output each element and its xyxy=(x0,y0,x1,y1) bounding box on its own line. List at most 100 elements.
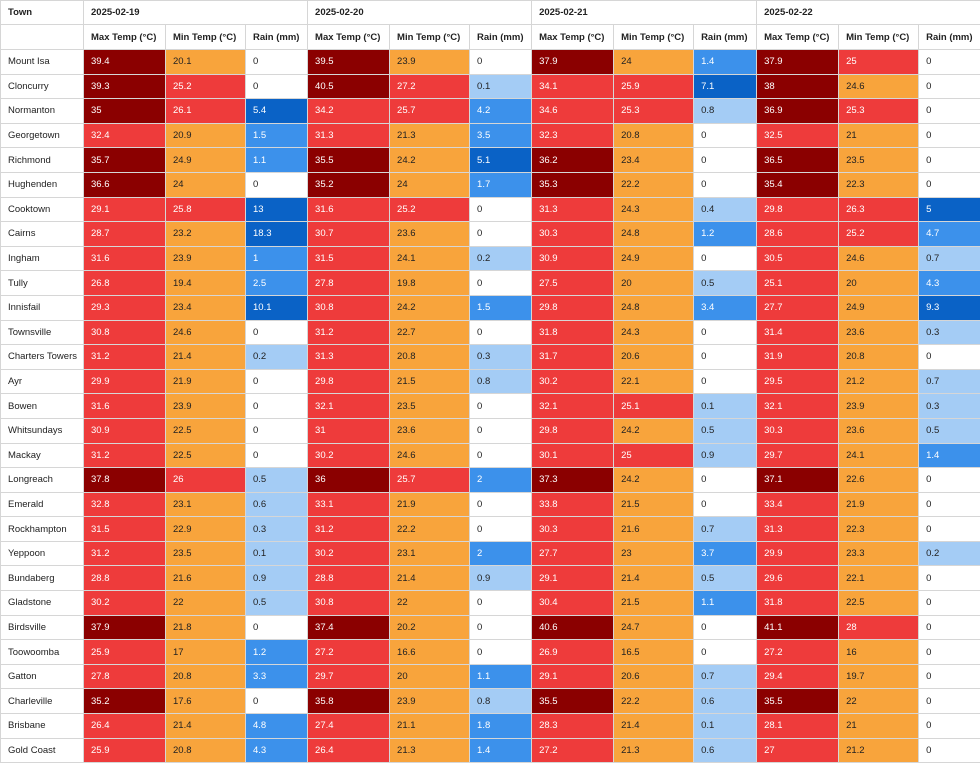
max-temp-cell: 36.5 xyxy=(756,147,840,173)
min-temp-cell: 24.9 xyxy=(165,147,246,173)
max-temp-cell: 31.2 xyxy=(83,442,166,469)
min-temp-cell: 24 xyxy=(613,49,695,75)
min-temp-cell: 26.1 xyxy=(165,98,246,124)
max-temp-cell: 27.5 xyxy=(531,270,615,296)
rain-header: Rain (mm) xyxy=(918,24,980,50)
rain-cell: 1.1 xyxy=(244,147,309,173)
max-temp-cell: 35.2 xyxy=(307,171,391,198)
min-temp-cell: 22.5 xyxy=(838,590,920,616)
rain-cell: 3.4 xyxy=(693,294,758,321)
min-temp-cell: 28 xyxy=(838,614,920,641)
date-header: 2025-02-21 xyxy=(531,0,758,25)
max-temp-cell: 38 xyxy=(756,73,840,100)
max-temp-cell: 36.6 xyxy=(83,171,166,198)
rain-cell: 4.8 xyxy=(244,713,309,739)
table-row: Richmond 35.7 24.9 1.1 35.5 24.2 5.1 36.2 23.4 0 3… xyxy=(0,147,980,173)
date-header: 2025-02-22 xyxy=(756,0,980,25)
min-temp-cell: 21.1 xyxy=(389,713,471,739)
max-temp-cell: 40.6 xyxy=(531,614,615,641)
max-temp-cell: 35.4 xyxy=(756,171,840,198)
min-temp-cell: 20.6 xyxy=(613,344,695,370)
min-temp-cell: 25 xyxy=(838,49,920,75)
min-temp-cell: 24.1 xyxy=(389,245,471,272)
town-name: Mackay xyxy=(0,442,84,469)
max-temp-cell: 27.4 xyxy=(307,713,391,739)
rain-cell: 0 xyxy=(693,614,758,641)
rain-cell: 9.3 xyxy=(918,294,980,321)
min-temp-header: Min Temp (°C) xyxy=(613,24,695,50)
min-temp-cell: 20.6 xyxy=(613,663,695,690)
table-row: Rockhampton 31.5 22.9 0.3 31.2 22.2 0 30.3 21.6 0… xyxy=(0,516,980,542)
town-name: Townsville xyxy=(0,319,84,346)
min-temp-cell: 21.5 xyxy=(613,590,695,616)
town-name: Innisfail xyxy=(0,294,84,321)
town-name: Toowoomba xyxy=(0,639,84,665)
rain-cell: 5.4 xyxy=(244,98,309,124)
town-name: Charters Towers xyxy=(0,344,84,370)
rain-cell: 1.5 xyxy=(244,122,309,149)
max-temp-cell: 37.9 xyxy=(531,49,615,75)
rain-cell: 1.4 xyxy=(918,442,980,469)
town-subheader xyxy=(0,24,84,50)
rain-cell: 0 xyxy=(918,344,980,370)
rain-cell: 0.8 xyxy=(469,368,533,395)
max-temp-cell: 37.9 xyxy=(83,614,166,641)
town-name: Whitsundays xyxy=(0,417,84,444)
town-name: Emerald xyxy=(0,491,84,518)
town-name: Longreach xyxy=(0,467,84,493)
min-temp-cell: 23.9 xyxy=(389,49,471,75)
max-temp-cell: 30.3 xyxy=(756,417,840,444)
rain-cell: 1.1 xyxy=(469,663,533,690)
min-temp-cell: 21.3 xyxy=(389,122,471,149)
rain-cell: 4.7 xyxy=(918,221,980,247)
max-temp-cell: 29.1 xyxy=(83,196,166,223)
table-row: Ayr 29.9 21.9 0 29.8 21.5 0.8 30.2 22.1 0 29.5 21.2… xyxy=(0,368,980,395)
max-temp-cell: 35 xyxy=(83,98,166,124)
rain-cell: 4.2 xyxy=(469,98,533,124)
min-temp-cell: 20.8 xyxy=(838,344,920,370)
max-temp-cell: 32.8 xyxy=(83,491,166,518)
town-name: Gold Coast xyxy=(0,737,84,764)
max-temp-cell: 34.1 xyxy=(531,73,615,100)
rain-cell: 0 xyxy=(693,467,758,493)
rain-header: Rain (mm) xyxy=(244,24,309,50)
max-temp-cell: 34.2 xyxy=(307,98,391,124)
max-temp-cell: 30.9 xyxy=(531,245,615,272)
min-temp-cell: 25.2 xyxy=(389,196,471,223)
rain-cell: 0 xyxy=(918,467,980,493)
rain-cell: 0 xyxy=(469,319,533,346)
town-name: Cairns xyxy=(0,221,84,247)
rain-cell: 0.6 xyxy=(693,737,758,764)
min-temp-cell: 21.9 xyxy=(389,491,471,518)
town-name: Charleville xyxy=(0,688,84,715)
rain-cell: 5 xyxy=(918,196,980,223)
min-temp-cell: 20 xyxy=(838,270,920,296)
rain-cell: 10.1 xyxy=(244,294,309,321)
town-name: Georgetown xyxy=(0,122,84,149)
rain-cell: 0.8 xyxy=(693,98,758,124)
rain-cell: 0.2 xyxy=(918,540,980,567)
min-temp-cell: 20.8 xyxy=(389,344,471,370)
rain-cell: 0 xyxy=(244,614,309,641)
min-temp-cell: 21.4 xyxy=(613,565,695,592)
table-row: Brisbane 26.4 21.4 4.8 27.4 21.1 1.8 28.3 21.4 0.… xyxy=(0,713,980,739)
min-temp-cell: 24.3 xyxy=(613,196,695,223)
rain-cell: 1.7 xyxy=(469,171,533,198)
min-temp-cell: 22 xyxy=(838,688,920,715)
min-temp-cell: 25.3 xyxy=(613,98,695,124)
table-row: Longreach 37.8 26 0.5 36 25.7 2 37.3 24.2 0 37.1 22… xyxy=(0,467,980,493)
max-temp-header: Max Temp (°C) xyxy=(307,24,391,50)
town-name: Normanton xyxy=(0,98,84,124)
max-temp-cell: 30.4 xyxy=(531,590,615,616)
rain-cell: 1.4 xyxy=(469,737,533,764)
rain-cell: 0 xyxy=(918,516,980,542)
max-temp-cell: 31.7 xyxy=(531,344,615,370)
rain-cell: 5.1 xyxy=(469,147,533,173)
table-row: Cooktown 29.1 25.8 13 31.6 25.2 0 31.3 24.3 0.4 29… xyxy=(0,196,980,223)
rain-cell: 0.9 xyxy=(469,565,533,592)
table-row: Birdsville 37.9 21.8 0 37.4 20.2 0 40.6 24.7 0 41.… xyxy=(0,614,980,641)
rain-cell: 3.5 xyxy=(469,122,533,149)
rain-cell: 0.4 xyxy=(693,196,758,223)
rain-cell: 0 xyxy=(918,565,980,592)
